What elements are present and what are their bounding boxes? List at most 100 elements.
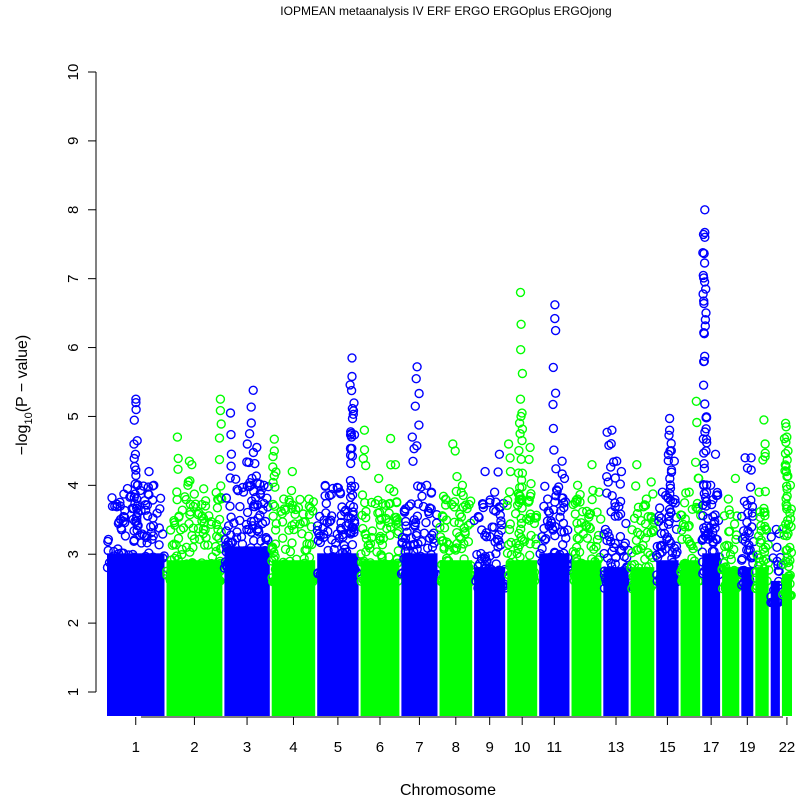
data-point [505,519,515,529]
data-point [226,461,236,471]
data-point [303,531,314,541]
data-point [159,551,169,561]
data-point [679,559,689,569]
data-point [692,417,702,428]
data-point [572,518,582,528]
data-point [698,434,708,444]
peak-point [131,398,141,408]
data-point [478,502,488,513]
chart-title: IOPMEAN metaanalysis IV ERF ERGO ERGOplu… [280,4,611,18]
data-point [148,565,158,575]
data-point [615,509,626,519]
peak-point [612,456,622,466]
data-point [406,499,416,509]
data-point [323,545,333,556]
data-point [557,558,567,568]
data-point [599,566,610,576]
data-point [326,515,336,525]
data-point [449,497,460,507]
chromosome-5-dense-band [317,553,359,716]
data-point [337,553,347,563]
data-point [413,499,423,509]
data-point [548,423,559,434]
data-point [198,513,209,524]
data-point [561,533,571,543]
data-point [656,540,666,550]
data-point [456,565,466,575]
data-point [745,482,756,492]
data-point [785,570,795,580]
data-point [643,548,653,558]
data-point [249,550,259,560]
data-point [268,477,278,488]
data-point [347,540,358,550]
data-point [641,566,651,576]
data-point [226,449,237,459]
data-point [113,569,124,579]
chromosome-11-dense-band [539,553,570,716]
data-point [285,556,295,566]
data-point [365,539,376,549]
data-point [516,518,527,528]
data-point [513,468,524,478]
data-point [402,539,412,549]
chromosome-17-dense-band [702,553,721,716]
data-point [271,519,281,529]
data-point [548,399,558,410]
peak-point [346,432,357,442]
data-point [699,329,709,339]
data-point [267,542,278,552]
peak-point [669,456,679,466]
data-point [361,529,371,540]
data-point [223,558,233,568]
data-point [718,584,728,594]
data-point [704,523,715,533]
data-point [113,518,124,529]
peak-point [710,449,721,459]
data-point [317,568,327,578]
data-point [496,516,506,526]
data-point [321,498,331,509]
peak-point [374,473,384,484]
data-point [345,475,356,486]
data-point [633,502,644,512]
data-point [441,515,452,525]
data-point [687,553,697,564]
peak-point [385,433,396,444]
data-point [386,460,396,470]
chromosome-21-dense-band [770,580,780,716]
data-point [214,454,225,465]
data-point [214,514,225,525]
data-point [126,559,136,569]
data-point [324,491,335,501]
data-point [699,356,709,367]
data-point [187,558,198,568]
data-point [540,535,550,545]
data-point [760,451,770,462]
data-point [142,511,153,521]
data-point [392,514,402,525]
data-point [712,534,722,545]
data-point [706,499,717,510]
data-point [389,486,399,497]
peak-point [587,460,597,470]
data-point [722,540,732,550]
data-point [289,519,300,529]
peak-point [740,453,750,463]
data-point [760,542,771,553]
data-point [557,469,567,479]
data-point [489,505,499,515]
data-point [476,576,486,586]
data-point [556,506,566,516]
data-point [226,429,236,440]
data-point [631,481,641,491]
peak-point [426,487,437,497]
data-point [435,532,446,542]
data-point [576,518,587,528]
data-point [193,523,204,534]
data-point [609,582,620,593]
data-point [204,511,214,521]
data-point [173,568,183,578]
peak-point [407,432,417,442]
data-point [664,430,674,440]
